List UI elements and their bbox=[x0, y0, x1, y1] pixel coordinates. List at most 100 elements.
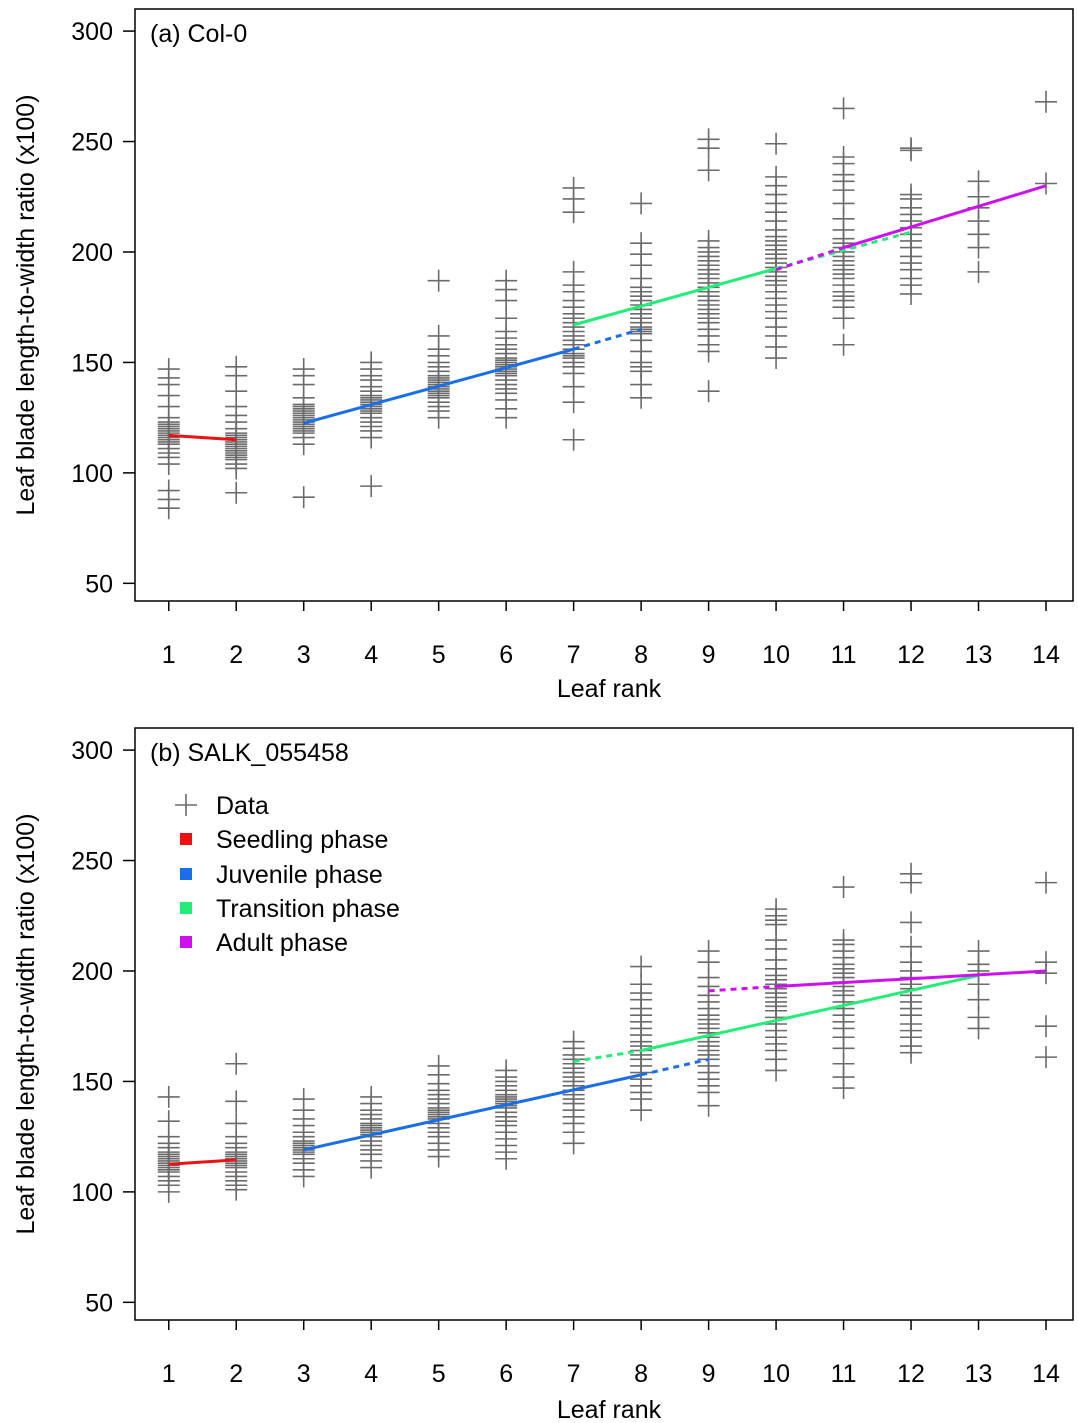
data-point-a-12-14 bbox=[900, 183, 923, 206]
y-tick-label-a-50: 50 bbox=[85, 570, 113, 598]
x-tick-label-b-2: 2 bbox=[229, 1360, 243, 1388]
x-tick-label-a-10: 10 bbox=[762, 641, 790, 669]
legend-item-seedling: Seedling phase bbox=[180, 826, 388, 854]
data-point-a-9-24 bbox=[697, 159, 720, 182]
legend-swatch-adult bbox=[180, 936, 192, 948]
data-point-a-7-25 bbox=[562, 176, 585, 199]
x-tick-label-a-2: 2 bbox=[229, 641, 243, 669]
x-tick-label-b-3: 3 bbox=[297, 1360, 311, 1388]
x-tick-label-b-12: 12 bbox=[897, 1360, 925, 1388]
fit-line-a-juvenile-solid-1 bbox=[303, 347, 575, 425]
fit-line-a-transition-solid-3 bbox=[573, 267, 777, 327]
data-point-b-14-4 bbox=[1035, 871, 1058, 894]
data-point-a-2-22 bbox=[225, 355, 248, 378]
data-point-b-14-0 bbox=[1035, 1046, 1058, 1069]
fit-line-b-adult-solid-6 bbox=[775, 969, 1047, 988]
fit-line-a-adult-dashed-5 bbox=[775, 246, 845, 272]
x-tick-label-a-1: 1 bbox=[162, 641, 176, 669]
data-point-a-14-0 bbox=[1035, 172, 1058, 195]
data-point-a-4-0 bbox=[360, 475, 383, 498]
plot-frame-b bbox=[134, 727, 1074, 1321]
fit-line-a-seedling-solid-0 bbox=[168, 433, 237, 442]
x-tick-label-b-6: 6 bbox=[499, 1360, 513, 1388]
data-point-b-9-23 bbox=[697, 940, 720, 963]
data-point-b-1-18 bbox=[157, 1085, 180, 1108]
y-tick-label-b-200: 200 bbox=[71, 958, 113, 986]
legend-label-juvenile: Juvenile phase bbox=[216, 861, 383, 889]
data-point-a-9-0 bbox=[697, 380, 720, 403]
data-point-a-6-24 bbox=[495, 269, 518, 292]
x-tick-label-a-6: 6 bbox=[499, 641, 513, 669]
fit-line-b-transition-dashed-3 bbox=[573, 1049, 642, 1064]
data-point-b-2-18 bbox=[225, 1052, 248, 1075]
legend-label-data: Data bbox=[216, 792, 269, 820]
data-point-b-6-20 bbox=[495, 1059, 518, 1082]
data-point-a-13-0 bbox=[967, 260, 990, 283]
x-tick-label-a-11: 11 bbox=[831, 641, 857, 669]
data-points-a bbox=[157, 90, 1058, 520]
y-tick-label-b-250: 250 bbox=[71, 848, 113, 876]
x-tick-label-b-4: 4 bbox=[364, 1360, 378, 1388]
data-point-b-7-18 bbox=[562, 1030, 585, 1053]
y-ticks-a: 50 100 150 200 250 300 bbox=[71, 18, 135, 598]
legend-swatch-juvenile bbox=[180, 868, 192, 880]
data-point-b-2-16 bbox=[225, 1112, 248, 1135]
legend-label-seedling: Seedling phase bbox=[216, 826, 388, 854]
fit-line-a-juvenile-dashed-2 bbox=[573, 327, 642, 351]
legend-item-adult: Adult phase bbox=[180, 929, 348, 957]
data-point-a-9-23 bbox=[697, 229, 720, 252]
data-point-a-10-27 bbox=[765, 165, 788, 188]
data-point-a-13-6 bbox=[967, 170, 990, 193]
data-point-b-12-17 bbox=[900, 862, 923, 885]
y-ticks-b: 50 100 150 200 250 300 bbox=[71, 737, 135, 1317]
data-point-b-3-16 bbox=[292, 1088, 315, 1111]
legend-label-transition: Transition phase bbox=[216, 895, 400, 923]
x-tick-label-b-7: 7 bbox=[567, 1360, 581, 1388]
x-tick-label-a-7: 7 bbox=[567, 641, 581, 669]
data-point-a-9-26 bbox=[697, 128, 720, 151]
fit-line-b-juvenile-solid-1 bbox=[303, 1073, 642, 1152]
data-point-a-1-23 bbox=[157, 358, 180, 381]
data-point-a-3-0 bbox=[292, 486, 315, 509]
data-point-a-8-23 bbox=[630, 232, 653, 255]
y-axis-title-b: Leaf blade length-to-width ratio (x100) bbox=[12, 813, 40, 1234]
fit-line-a-adult-solid-6 bbox=[843, 184, 1047, 250]
fit-line-b-seedling-solid-0 bbox=[168, 1158, 237, 1166]
legend-item-transition: Transition phase bbox=[180, 895, 400, 923]
data-point-a-5-21 bbox=[427, 269, 450, 292]
data-point-b-13-6 bbox=[967, 940, 990, 963]
y-axis-title-a: Leaf blade length-to-width ratio (x100) bbox=[12, 94, 40, 515]
x-tick-label-a-5: 5 bbox=[432, 641, 446, 669]
data-point-a-4-20 bbox=[360, 351, 383, 374]
x-tick-label-a-4: 4 bbox=[364, 641, 378, 669]
data-point-b-1-17 bbox=[157, 1110, 180, 1133]
legend: Data Seedling phase Juvenile phase Trans… bbox=[175, 792, 400, 957]
x-tick-label-b-10: 10 bbox=[762, 1360, 790, 1388]
data-point-a-7-0 bbox=[562, 428, 585, 451]
data-point-a-8-24 bbox=[630, 192, 653, 215]
data-point-a-14-1 bbox=[1035, 90, 1058, 113]
x-ticks-a: 1 2 3 4 5 6 7 8 9 10 11 12 13 14 bbox=[162, 601, 1060, 669]
x-tick-label-a-8: 8 bbox=[634, 641, 648, 669]
panel-a: (a) Col-0 Leaf rank Leaf blade length-to… bbox=[12, 8, 1074, 703]
data-point-a-1-2 bbox=[157, 479, 180, 502]
fit-lines-a bbox=[168, 184, 1047, 442]
data-point-a-2-0 bbox=[225, 481, 248, 504]
x-tick-label-b-8: 8 bbox=[634, 1360, 648, 1388]
x-tick-label-a-9: 9 bbox=[702, 641, 716, 669]
legend-swatch-seedling bbox=[180, 833, 192, 845]
data-point-b-11-22 bbox=[832, 876, 855, 899]
x-tick-label-b-9: 9 bbox=[702, 1360, 716, 1388]
data-point-b-14-1 bbox=[1035, 1015, 1058, 1038]
x-tick-label-b-1: 1 bbox=[162, 1360, 176, 1388]
data-point-b-12-14 bbox=[900, 935, 923, 958]
data-point-a-12-16 bbox=[900, 137, 923, 160]
data-point-a-10-28 bbox=[765, 132, 788, 155]
y-tick-label-b-150: 150 bbox=[71, 1068, 113, 1096]
fit-line-b-transition-solid-4 bbox=[640, 973, 979, 1052]
data-point-a-3-20 bbox=[292, 358, 315, 381]
legend-swatch-transition bbox=[180, 902, 192, 914]
legend-label-adult: Adult phase bbox=[216, 929, 348, 957]
data-point-b-8-20 bbox=[630, 955, 653, 978]
